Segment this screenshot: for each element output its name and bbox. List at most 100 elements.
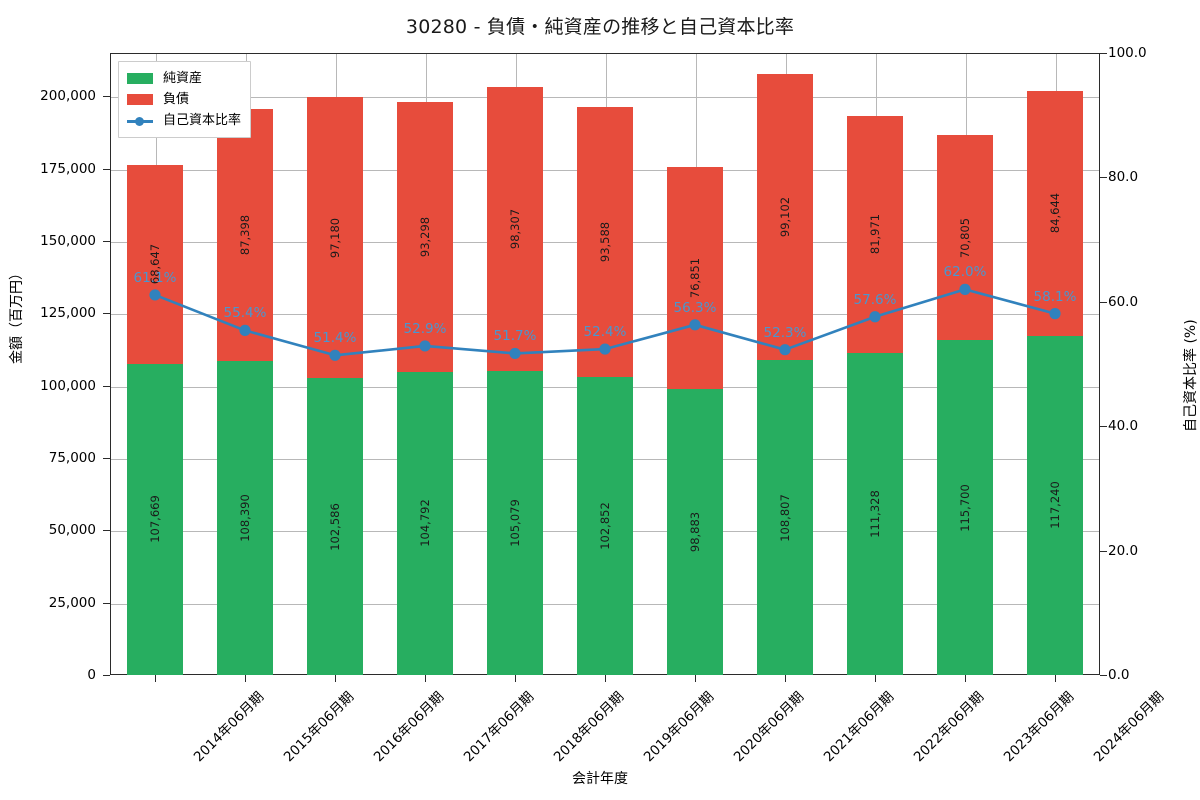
bar-net-assets[interactable]: [847, 352, 903, 675]
equity-ratio-value-label: 52.9%: [403, 320, 447, 337]
bar-net-assets[interactable]: [1027, 335, 1083, 675]
bar-net-assets[interactable]: [127, 363, 183, 675]
bar-net-assets[interactable]: [397, 371, 453, 675]
chart-title: 30280 - 負債・純資産の推移と自己資本比率: [405, 16, 795, 38]
chart-legend: 純資産 負債 自己資本比率: [118, 61, 252, 138]
equity-ratio-point[interactable]: [329, 349, 341, 361]
equity-ratio-point[interactable]: [689, 319, 701, 331]
x-axis-tick-label: 2016年06月期: [370, 688, 448, 766]
bar-value-label-net-assets: 115,700: [958, 483, 972, 532]
y-axis-left-tick-label: 125,000: [40, 305, 96, 322]
bar-liabilities[interactable]: [667, 166, 723, 389]
bar-liabilities[interactable]: [1027, 90, 1083, 336]
x-axis-tick-mark: [875, 675, 876, 682]
bar-liabilities[interactable]: [127, 164, 183, 364]
bar-value-label-net-assets: 102,852: [598, 502, 612, 550]
bar-net-assets[interactable]: [667, 388, 723, 675]
x-axis-tick-label: 2018年06月期: [550, 688, 628, 766]
bar-value-label-liabilities: 81,971: [868, 214, 882, 255]
bar-liabilities[interactable]: [397, 101, 453, 372]
bar-liabilities[interactable]: [577, 106, 633, 378]
x-axis-tick-label: 2020年06月期: [730, 688, 808, 766]
bar-liabilities[interactable]: [937, 135, 993, 341]
x-axis-tick-label: 2022年06月期: [910, 688, 988, 766]
equity-ratio-value-label: 52.4%: [583, 324, 627, 341]
equity-ratio-value-label: 58.1%: [1033, 288, 1077, 305]
equity-ratio-point[interactable]: [239, 324, 251, 337]
bar-value-label-liabilities: 87,398: [238, 214, 252, 256]
legend-item-equity-ratio: 自己資本比率: [127, 110, 241, 131]
y-axis-left-tick-mark: [103, 675, 110, 676]
legend-item-liabilities: 負債: [127, 89, 241, 110]
equity-ratio-point[interactable]: [599, 343, 611, 355]
y-axis-left-tick-label: 175,000: [40, 160, 96, 177]
equity-ratio-value-label: 51.7%: [493, 328, 537, 345]
equity-ratio-point[interactable]: [779, 344, 791, 356]
bar-net-assets[interactable]: [217, 361, 273, 675]
bar-value-label-liabilities: 84,644: [1048, 193, 1062, 234]
equity-ratio-point[interactable]: [509, 347, 521, 360]
x-axis-tick-mark: [965, 675, 966, 682]
bar-value-label-liabilities: 99,102: [778, 196, 792, 237]
y-axis-left-tick-mark: [103, 168, 110, 170]
equity-ratio-point[interactable]: [869, 311, 881, 323]
bar-net-assets[interactable]: [937, 340, 993, 675]
y-axis-left-tick-mark: [103, 458, 110, 460]
y-axis-left-label: 金額（百万円）: [9, 266, 25, 364]
bar-value-label-liabilities: 70,805: [958, 217, 972, 258]
y-axis-right-tick-label: 60.0: [1108, 293, 1139, 310]
y-axis-left-tick-label: 0: [87, 667, 96, 683]
y-axis-left-tick-label: 150,000: [40, 233, 96, 250]
y-axis-right-tick-label: 40.0: [1108, 418, 1139, 435]
equity-ratio-point[interactable]: [149, 289, 161, 301]
y-axis-right-tick-mark: [1100, 53, 1107, 54]
x-axis-tick-label: 2023年06月期: [1000, 688, 1078, 766]
bar-net-assets[interactable]: [757, 360, 813, 675]
y-axis-left-tick-mark: [103, 602, 110, 604]
bar-value-label-net-assets: 102,586: [328, 502, 342, 551]
y-axis-left-tick-mark: [103, 96, 110, 98]
y-axis-right-tick-mark: [1100, 426, 1107, 428]
y-axis-left-tick-mark: [103, 385, 110, 387]
data-labels-layer: 107,669 68,647 108,390 87,398 102,586 97,180 1…: [110, 53, 1100, 675]
y-axis-left-tick-mark: [103, 313, 110, 315]
x-axis-tick-mark: [155, 675, 156, 682]
y-axis-left-tick-mark: [103, 530, 110, 532]
legend-marker-line: [127, 115, 153, 126]
bar-liabilities[interactable]: [757, 73, 813, 361]
equity-ratio-point[interactable]: [1049, 308, 1061, 320]
bar-value-label-liabilities: 93,588: [598, 221, 612, 263]
x-axis-tick-label: 2021年06月期: [820, 688, 898, 766]
y-axis-left-tick-label: 100,000: [40, 377, 96, 394]
x-axis-tick-mark: [785, 675, 786, 682]
y-axis-right-tick-mark: [1100, 675, 1107, 676]
x-axis-tick-label: 2019年06月期: [640, 688, 718, 766]
y-axis-right-tick-label: 100.0: [1108, 45, 1147, 61]
bar-liabilities[interactable]: [307, 97, 363, 379]
y-axis-left-tick-label: 75,000: [48, 450, 96, 467]
x-axis-tick-label: 2017年06月期: [460, 688, 538, 766]
bar-value-label-liabilities: 93,298: [418, 216, 432, 257]
bar-value-label-net-assets: 104,792: [418, 499, 432, 548]
bar-liabilities[interactable]: [487, 86, 543, 371]
bar-net-assets[interactable]: [307, 378, 363, 675]
equity-ratio-point[interactable]: [419, 340, 431, 352]
bar-value-label-liabilities: 97,180: [328, 217, 342, 258]
bar-value-label-net-assets: 108,807: [778, 493, 792, 542]
bar-value-label-net-assets: 111,328: [868, 490, 882, 538]
bar-value-label-net-assets: 107,669: [148, 495, 162, 544]
equity-ratio-value-label: 61.1%: [133, 269, 177, 286]
legend-line-dot: [135, 116, 144, 126]
equity-ratio-point[interactable]: [959, 283, 971, 295]
bar-net-assets[interactable]: [487, 371, 543, 675]
y-axis-left-tick-label: 200,000: [40, 88, 96, 105]
x-axis-tick-mark: [335, 675, 336, 682]
x-axis-label: 会計年度: [572, 771, 628, 787]
legend-label-liabilities: 負債: [163, 92, 190, 107]
x-axis-tick-label: 2024年06月期: [1090, 688, 1168, 766]
bar-net-assets[interactable]: [577, 377, 633, 675]
bar-liabilities[interactable]: [217, 108, 273, 362]
x-axis-tick-mark: [605, 675, 606, 682]
equity-ratio-value-label: 51.4%: [313, 330, 357, 347]
x-axis-tick-mark: [425, 675, 426, 682]
